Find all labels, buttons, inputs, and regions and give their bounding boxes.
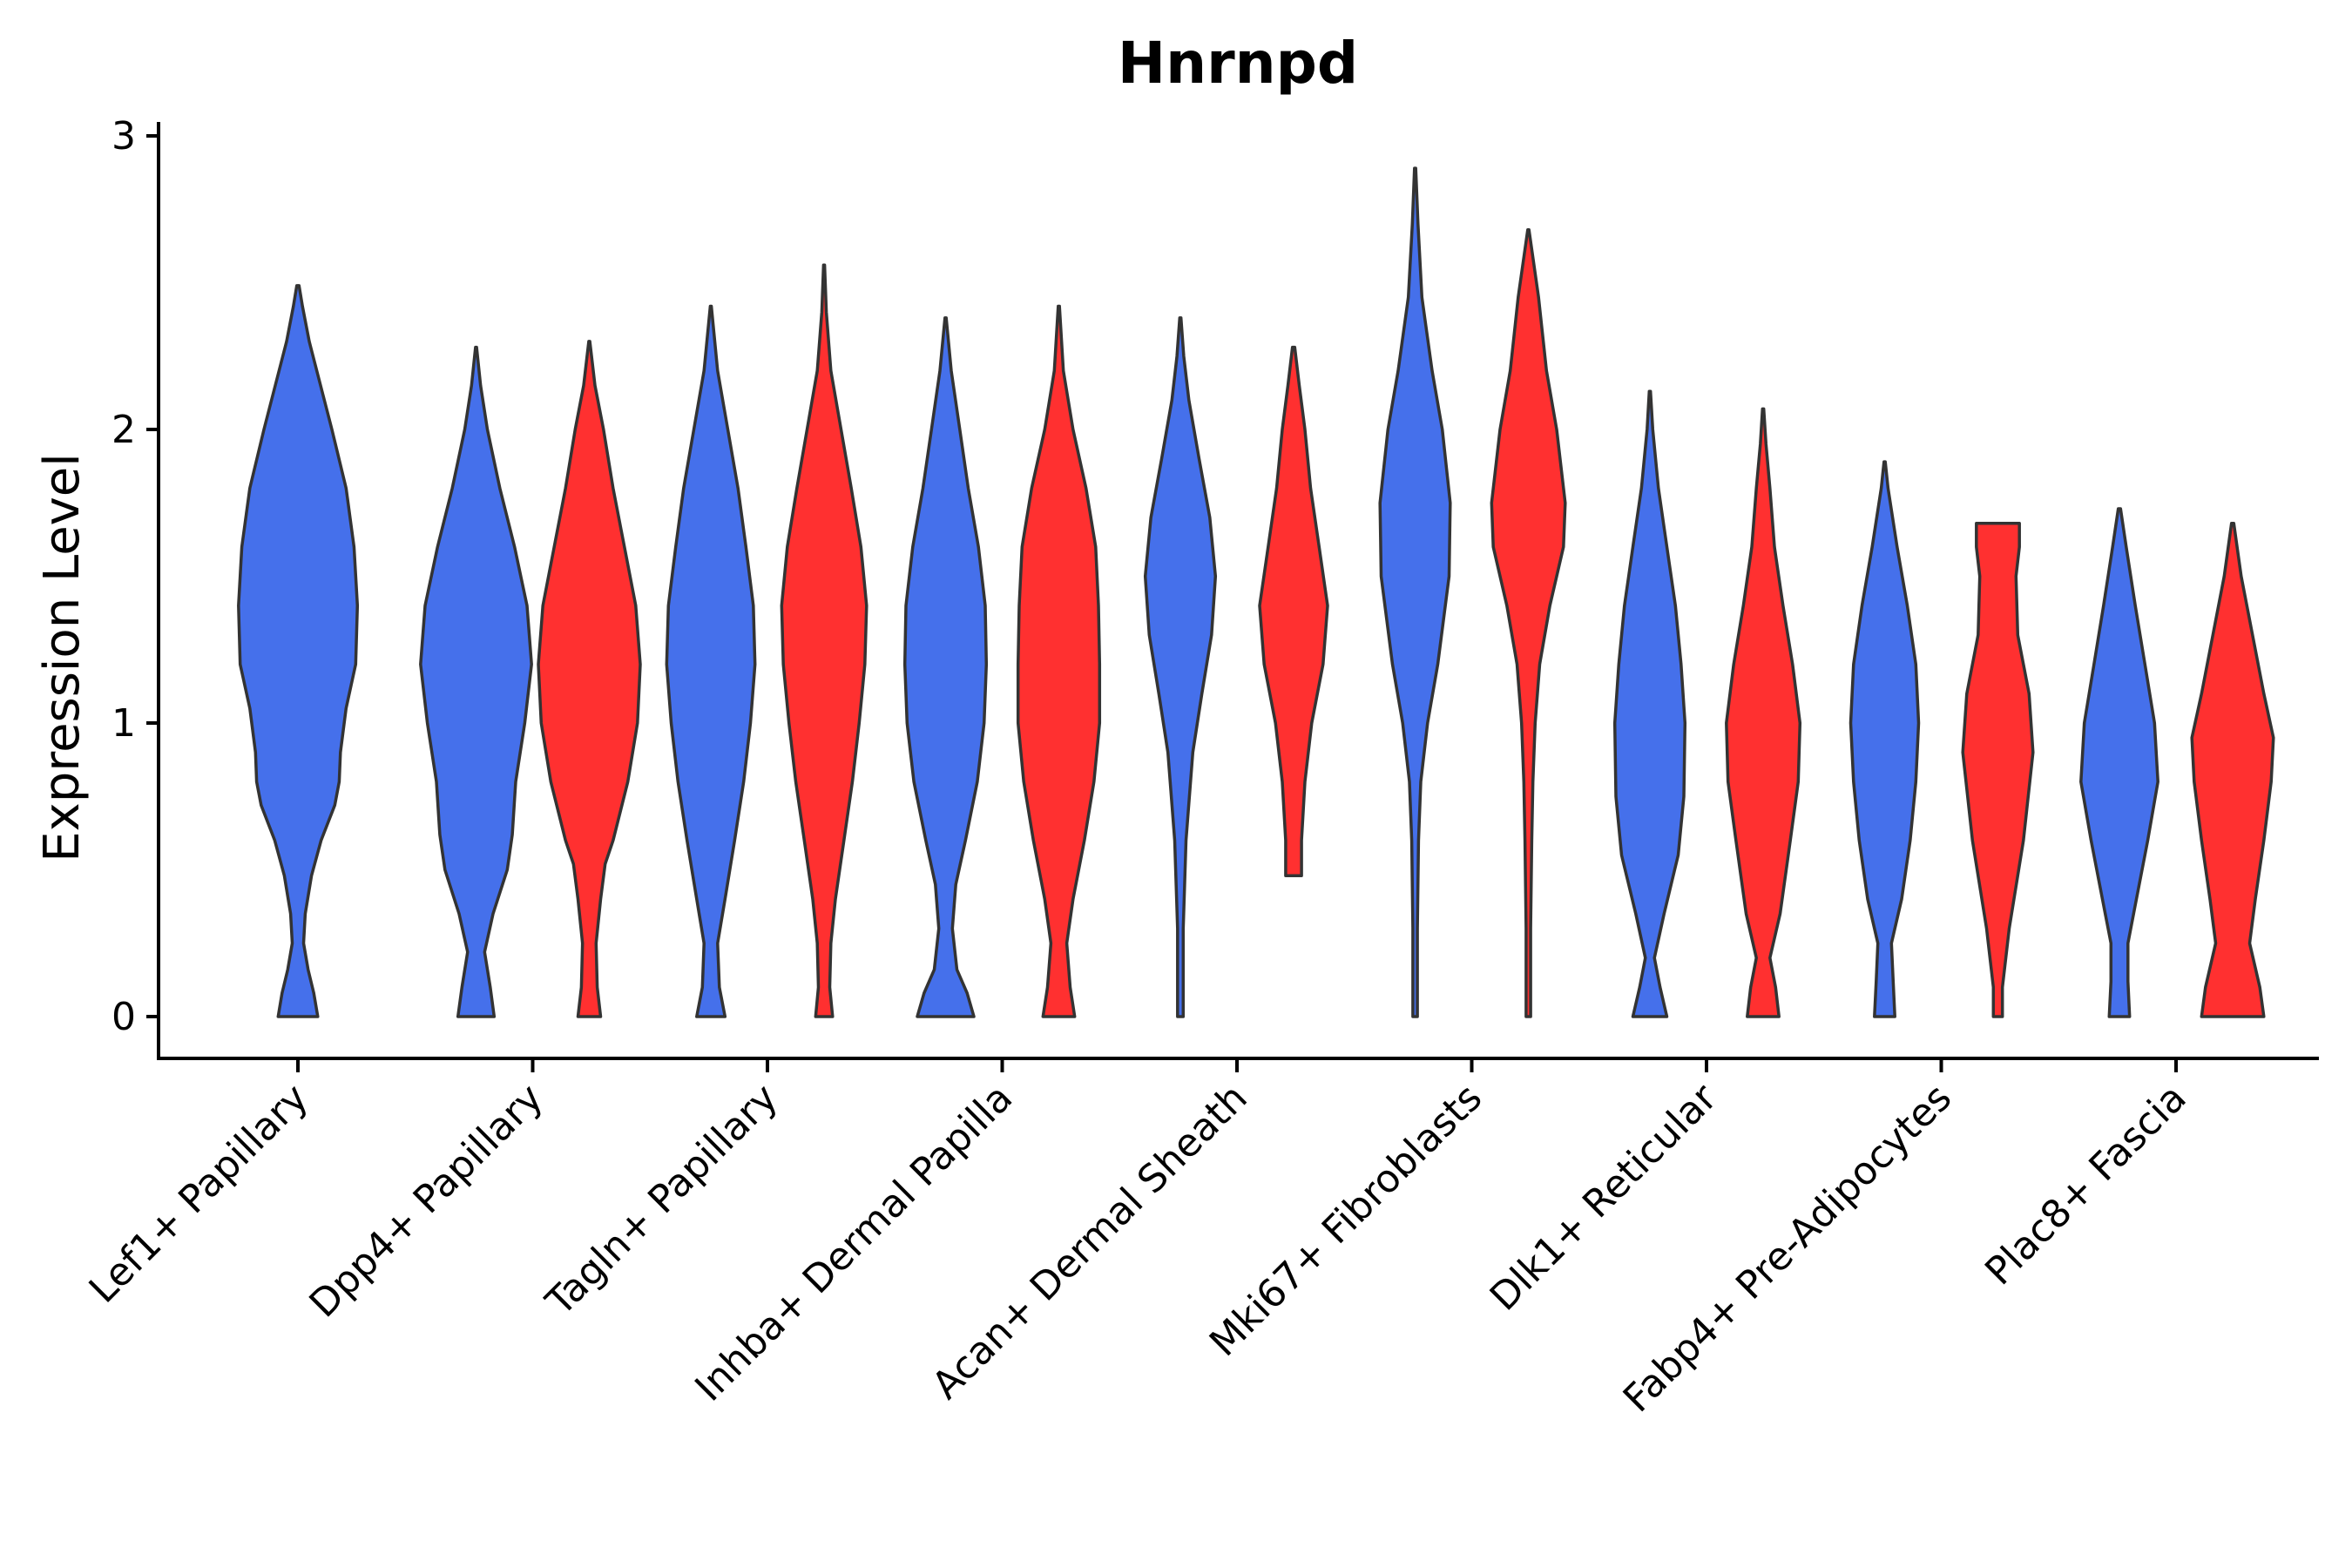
chart-title: Hnrnpd xyxy=(1118,30,1358,97)
x-tick-label-1: Lef1+ Papillary xyxy=(81,1076,317,1312)
violin-2-group-1 xyxy=(419,345,533,1018)
x-tick-label-7: Dlk1+ Reticular xyxy=(1482,1075,1727,1320)
violin-3-group-2 xyxy=(780,263,868,1018)
violin-7-group-2 xyxy=(1725,407,1802,1018)
violin-6-group-1 xyxy=(1378,166,1452,1018)
violin-4-group-1 xyxy=(902,316,989,1018)
violin-5-group-1 xyxy=(1143,316,1218,1018)
x-tick-label-9: Plac8+ Fascia xyxy=(1977,1076,2195,1294)
y-axis-label: Expression Level xyxy=(34,453,91,862)
y-tick-label-3: 3 xyxy=(112,114,136,159)
violin-2-group-2 xyxy=(537,340,642,1018)
violin-6-group-2 xyxy=(1490,228,1567,1018)
violin-7-group-1 xyxy=(1612,389,1687,1018)
violins-layer xyxy=(237,166,2275,1018)
violin-8-group-2 xyxy=(1961,522,2035,1018)
violin-1-group-1 xyxy=(237,284,360,1018)
y-tick-label-2: 2 xyxy=(112,408,136,452)
y-tick-label-1: 1 xyxy=(112,701,136,746)
x-tick-label-2: Dpp4+ Papillary xyxy=(301,1076,552,1327)
violin-3-group-1 xyxy=(665,304,757,1018)
x-tick-label-6: Mki67+ Fibroblasts xyxy=(1201,1076,1490,1365)
violin-8-group-1 xyxy=(1848,460,1921,1018)
violin-4-group-2 xyxy=(1016,304,1102,1018)
violin-5-group-2 xyxy=(1258,345,1329,877)
y-tick-label-0: 0 xyxy=(112,995,136,1039)
violin-9-group-1 xyxy=(2079,507,2159,1018)
violin-9-group-2 xyxy=(2190,522,2275,1018)
x-tick-label-3: Tagln+ Papillary xyxy=(537,1076,787,1325)
